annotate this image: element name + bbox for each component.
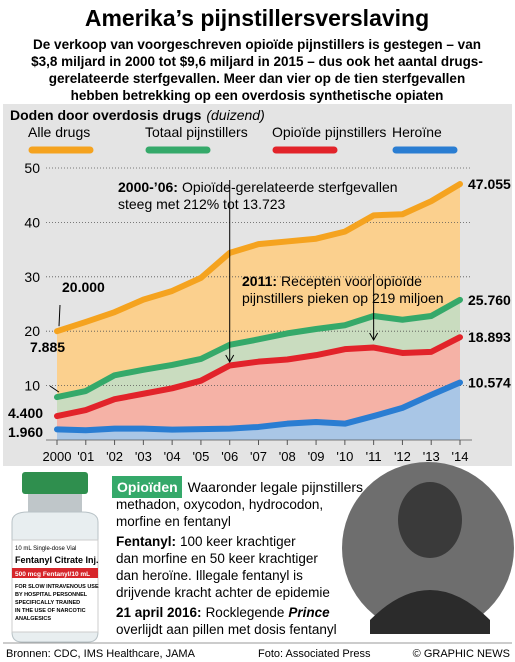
x-tick-label: '04 [164,449,181,464]
footer-photo: Foto: Associated Press [258,648,371,660]
line [54,334,463,420]
x-tick-label: '14 [452,449,469,464]
heading-box [112,476,182,498]
vial-text: Fentanyl Citrate Inj. [15,555,99,565]
annotation-lead: 2000-’06: [118,179,178,195]
x-tick-label: '11 [366,449,382,464]
line [54,181,463,335]
legend-label: Opioïde pijnstillers [272,124,386,140]
vial-text: ANALGESICS [15,616,51,622]
sidebar-text: morfine en fentanyl [116,514,231,529]
x-tick-label: '09 [308,449,325,464]
sidebar-text: methadon, oxycodon, hydrocodon, [116,497,323,512]
vial-text: BY HOSPITAL PERSONNEL [15,592,88,598]
prince-lead: 21 april 2016: [116,605,202,620]
area [57,382,460,440]
x-tick-label: '13 [423,449,440,464]
fentanyl-text: 100 keer krachtiger [180,534,296,549]
value-label: 10.574 [468,374,511,390]
value-label: 47.055 [468,176,511,192]
chart-title: Doden door overdosis drugs [10,107,202,123]
legend-label: Totaal pijnstillers [145,124,248,140]
subtitle: hebben betrekking op een overdosis synth… [71,88,444,103]
subtitle: gerelateerde sterfgevallen. Meer dan vie… [49,71,465,86]
x-tick-label: '01 [77,449,94,464]
chart: Alle drugs Totaal pijnstillers Opioïde pij… [8,124,511,464]
x-tick-label: '06 [221,449,238,464]
value-label: 1.960 [8,424,43,440]
prince-text: overlijdt aan pillen met dosis fentanyl [116,622,337,637]
annotation-text: Recepten voor opioïde [281,273,422,289]
annotation: 2000-’06: Opioïde-gerelateerde sterfgeval… [118,179,398,195]
label-arrow [49,385,60,393]
footer-copyright: © GRAPHIC NEWS [413,648,510,660]
vial-text: FOR SLOW INTRAVENOUS USE [15,584,99,590]
sidebar-text: Waaronder legale pijnstillers [188,479,363,495]
footer-sources: Bronnen: CDC, IMS Healthcare, JAMA [6,648,196,660]
y-tick-label: 10 [24,378,40,394]
photo [342,462,514,634]
vial-cap [22,472,88,494]
sidebar-heading: Opioïden Waaronder legale pijnstillers [117,479,363,495]
chart-unit: (duizend) [206,107,264,123]
x-tick-label: '08 [279,449,296,464]
fentanyl-text: dan heroïne. Illegale fentanyl is [116,568,303,583]
vial-label [11,539,99,633]
line [54,379,463,434]
sidebar-heading: Opioïden [117,479,178,495]
label-arrow [58,304,61,327]
value-label: 18.893 [468,329,511,345]
photo-figure [370,590,490,634]
x-tick-label: '02 [106,449,123,464]
vial-text: 500 mcg Fentanyl/10 mL [15,571,90,578]
x-tick-label: '12 [394,449,411,464]
title: Amerika’s pijnstillersverslaving [85,5,429,31]
x-tick-label: '05 [192,449,209,464]
prince-text: 21 april 2016: Rocklegende Prince [116,605,330,620]
annotation-text: steeg met 212% tot 13.723 [118,196,286,212]
x-tick-label: '07 [250,449,267,464]
vial-illustration: 10 mL Single-dose Vial Fentanyl Citrate … [11,472,99,643]
value-label: 25.760 [468,292,511,308]
vial-neck [28,494,82,512]
x-tick-label: '03 [135,449,152,464]
prince-name: Prince [288,605,330,620]
y-tick-label: 50 [24,160,40,176]
prince-text: Rocklegende [206,605,285,620]
value-label: 7.885 [30,339,65,355]
y-tick-label: 20 [24,323,40,339]
fentanyl-text: dan morfine en 50 keer krachtiger [116,551,318,566]
value-label: 4.400 [8,405,43,421]
y-tick-label: 30 [24,269,40,285]
subtitle: $3,8 miljard in 2000 tot $9,6 miljard in… [31,54,483,69]
annotation-lead: 2011: [242,273,277,289]
vial-text: IN THE USE OF NARCOTIC [15,608,86,614]
fentanyl-text: drijvende kracht achter de epidemie [116,585,330,600]
legend-label: Heroïne [392,124,442,140]
vial-text: 10 mL Single-dose Vial [15,546,76,552]
annotation-text: Opioïde-gerelateerde sterfgevallen [182,179,398,195]
fentanyl-lead: Fentanyl: [116,534,176,549]
vial-label-band [12,568,98,578]
x-tick-label: '10 [336,449,353,464]
chart-title: Doden door overdosis drugs (duizend) [10,107,265,123]
x-tick-label: 2000 [43,449,72,464]
annotation-arrowhead [225,354,235,364]
annotation: 2011: Recepten voor opioïde [242,273,422,289]
photo-figure [398,482,462,558]
legend-label: Alle drugs [28,124,90,140]
annotation-text: pijnstillers pieken op 219 miljoen [242,290,444,306]
y-tick-label: 40 [24,214,40,230]
value-label: 20.000 [62,279,105,295]
fentanyl-text: Fentanyl: 100 keer krachtiger [116,534,296,549]
subtitle: De verkoop van voorgeschreven opioïde pi… [33,37,481,52]
area [57,337,460,440]
annotation-arrowhead [369,332,379,342]
vial-text: SPECIFICALLY TRAINED [15,600,80,606]
line [54,296,463,401]
